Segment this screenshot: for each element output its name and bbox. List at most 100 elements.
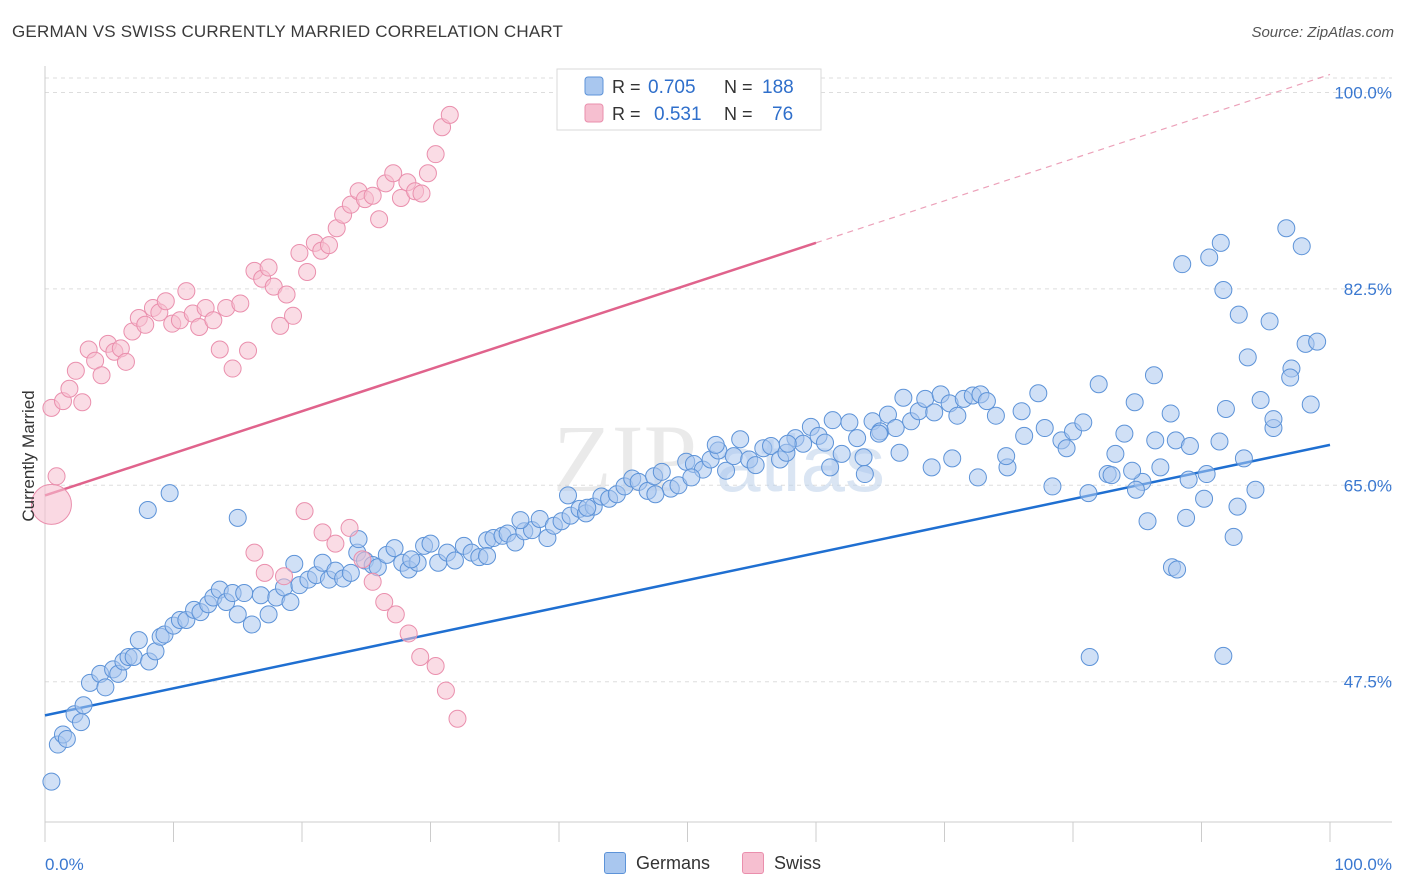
german-point — [1246, 480, 1265, 499]
german-point — [124, 648, 143, 667]
german-point — [1177, 508, 1196, 527]
german-point — [402, 550, 421, 569]
y-tick-label: 100.0% — [1334, 83, 1392, 102]
german-point — [96, 678, 115, 697]
german-point — [1115, 424, 1134, 443]
german-point — [1292, 237, 1311, 256]
swiss-point — [436, 681, 455, 700]
legend-swiss-n-value: 76 — [772, 104, 793, 125]
german-point — [1210, 432, 1229, 451]
german-point — [1238, 348, 1257, 367]
legend-item-germans[interactable]: Germans — [604, 852, 710, 874]
german-point — [1281, 368, 1300, 387]
germans-label: Germans — [636, 852, 711, 873]
german-point — [1057, 439, 1076, 458]
german-point — [1080, 648, 1099, 667]
german-point — [281, 593, 300, 612]
german-point — [886, 419, 905, 438]
german-point — [1277, 219, 1296, 238]
german-point — [1251, 390, 1270, 409]
german-point — [717, 461, 736, 480]
german-point — [138, 500, 157, 519]
swiss-point — [298, 263, 317, 282]
legend-german-r-label: R = — [612, 77, 641, 97]
german-point — [74, 696, 93, 715]
german-point — [228, 508, 247, 527]
german-point — [1200, 248, 1219, 267]
swiss-point — [60, 379, 79, 398]
swiss-trend-extension — [815, 73, 1331, 244]
german-point — [925, 403, 944, 422]
german-point — [228, 605, 247, 624]
swiss-point — [326, 534, 345, 553]
x-tick-label: 0.0% — [45, 855, 84, 874]
legend-item-swiss[interactable]: Swiss — [742, 852, 821, 874]
german-point — [1126, 480, 1145, 499]
german-point — [778, 434, 797, 453]
german-point — [1179, 470, 1198, 489]
swiss-point — [116, 352, 135, 371]
legend-swiss-swatch — [584, 103, 604, 123]
german-point — [1214, 280, 1233, 299]
swiss-trend-line — [44, 241, 817, 497]
swiss-point — [255, 563, 274, 582]
swiss-point — [73, 393, 92, 412]
german-point — [1264, 410, 1283, 429]
swiss-point — [290, 243, 309, 262]
legend-swiss-r-label: R = — [612, 104, 641, 124]
german-point — [251, 586, 270, 605]
german-point — [878, 405, 897, 424]
german-point — [869, 424, 888, 443]
german-point — [129, 631, 148, 650]
swiss-point — [223, 359, 242, 378]
german-point — [821, 458, 840, 477]
swiss-point — [136, 315, 155, 334]
german-point — [235, 584, 254, 603]
swiss-swatch — [742, 852, 765, 874]
german-point — [285, 554, 304, 573]
german-point — [1012, 402, 1031, 421]
german-point — [1043, 477, 1062, 496]
legend-swiss-r-value: 0.531 — [654, 104, 702, 125]
swiss-point — [259, 258, 278, 277]
swiss-point — [384, 164, 403, 183]
source-label: Source: ZipAtlas.com — [1251, 24, 1394, 41]
german-point — [997, 447, 1016, 466]
swiss-point — [277, 285, 296, 304]
german-point — [652, 462, 671, 481]
german-point — [1015, 426, 1034, 445]
legend-german-n-value: 188 — [762, 77, 794, 98]
swiss-point — [411, 648, 430, 667]
german-point — [977, 392, 996, 411]
swiss-point — [448, 709, 467, 728]
german-point — [160, 484, 179, 503]
german-point — [42, 772, 61, 791]
swiss-point — [47, 467, 66, 486]
swiss-point — [239, 341, 258, 360]
swiss-point — [363, 572, 382, 591]
german-point — [890, 443, 909, 462]
german-trend-line — [44, 443, 1331, 717]
german-point — [1074, 413, 1093, 432]
german-point — [1102, 466, 1121, 485]
german-point — [968, 468, 987, 487]
german-point — [731, 430, 750, 449]
swiss-point — [440, 105, 459, 124]
trend-lines — [44, 73, 1331, 717]
german-point — [1308, 332, 1327, 351]
swiss-point — [353, 550, 372, 569]
german-point — [385, 539, 404, 558]
german-point — [1125, 393, 1144, 412]
german-point — [1216, 399, 1235, 418]
x-tick-label: 100.0% — [1334, 855, 1392, 874]
german-point — [682, 468, 701, 487]
legend-swiss-n-label: N = — [724, 104, 753, 124]
german-point — [445, 551, 464, 570]
swiss-point — [340, 518, 359, 537]
german-point — [1173, 255, 1192, 274]
german-point — [832, 444, 851, 463]
german-point — [854, 448, 873, 467]
swiss-point — [363, 186, 382, 205]
german-point — [1195, 489, 1214, 508]
